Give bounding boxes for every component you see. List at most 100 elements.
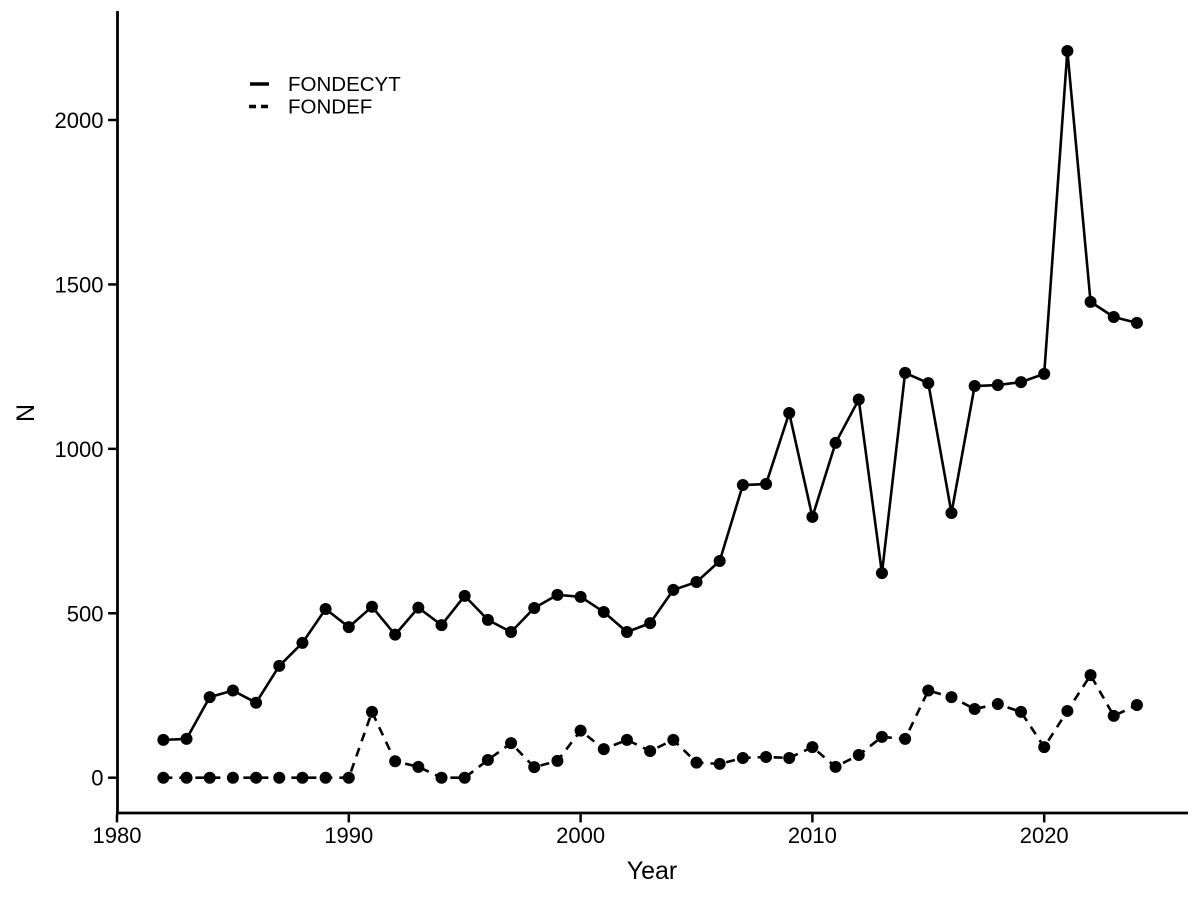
- data-point-fondecyt: [1038, 367, 1051, 380]
- data-point-fondef: [412, 760, 425, 773]
- data-point-fondecyt: [945, 506, 958, 519]
- x-tick-label: 2000: [556, 823, 605, 848]
- data-point-fondecyt: [412, 601, 425, 614]
- x-tick-label: 2020: [1020, 823, 1069, 848]
- data-point-fondecyt: [273, 659, 286, 672]
- data-point-fondecyt: [783, 407, 796, 420]
- data-point-fondef: [968, 702, 981, 715]
- data-point-fondef: [899, 732, 912, 745]
- data-point-fondecyt: [1015, 376, 1028, 389]
- data-point-fondef: [203, 771, 216, 784]
- series-layer: [157, 44, 1143, 784]
- y-tick-label: 0: [91, 766, 103, 791]
- data-point-fondef: [760, 750, 773, 763]
- data-point-fondecyt: [481, 613, 494, 626]
- data-point-fondef: [922, 684, 935, 697]
- data-point-fondef: [1130, 699, 1143, 712]
- x-axis-title: Year: [627, 857, 678, 885]
- data-point-fondef: [852, 749, 865, 762]
- data-point-fondecyt: [991, 379, 1004, 392]
- data-point-fondef: [829, 760, 842, 773]
- data-point-fondecyt: [389, 628, 402, 641]
- tick-layer: 0 500 1000 1500 2000 1980 1990 2000 2010 2020: [55, 108, 1069, 848]
- series-line-fondecyt: [163, 49, 1138, 742]
- data-point-fondef: [806, 741, 819, 754]
- data-point-fondef: [1107, 709, 1120, 722]
- x-tick-label: 1980: [93, 823, 142, 848]
- data-point-fondef: [481, 753, 494, 766]
- data-point-fondef: [458, 771, 471, 784]
- data-point-fondecyt: [365, 600, 378, 613]
- data-point-fondef: [574, 724, 587, 737]
- data-point-fondef: [1061, 704, 1074, 717]
- data-point-fondecyt: [760, 478, 773, 491]
- data-point-fondef: [226, 771, 239, 784]
- data-point-fondef: [667, 733, 680, 746]
- legend-label-fondef: FONDEF: [288, 96, 372, 119]
- data-point-fondef: [342, 771, 355, 784]
- data-point-fondef: [180, 771, 193, 784]
- data-point-fondef: [945, 691, 958, 704]
- data-point-fondecyt: [1107, 310, 1120, 323]
- data-point-fondecyt: [667, 583, 680, 596]
- data-point-fondef: [250, 771, 263, 784]
- data-point-fondecyt: [690, 576, 703, 589]
- data-point-fondef: [1015, 705, 1028, 718]
- y-tick-label: 2000: [55, 108, 104, 133]
- data-point-fondef: [597, 743, 610, 756]
- data-point-fondecyt: [342, 621, 355, 634]
- data-point-fondecyt: [875, 567, 888, 580]
- x-tick-label: 2010: [788, 823, 837, 848]
- data-point-fondef: [620, 733, 633, 746]
- data-point-fondef: [1084, 669, 1097, 682]
- data-point-fondecyt: [1061, 44, 1074, 57]
- data-point-fondef: [1038, 741, 1051, 754]
- data-point-fondef: [551, 754, 564, 767]
- data-point-fondecyt: [829, 436, 842, 449]
- y-tick-label: 1000: [55, 437, 104, 462]
- data-point-fondef: [319, 771, 332, 784]
- data-point-fondecyt: [852, 393, 865, 406]
- series-line-fondef: [163, 673, 1138, 780]
- data-point-fondecyt: [226, 684, 239, 697]
- data-point-fondef: [690, 756, 703, 769]
- y-axis-title: N: [12, 404, 40, 422]
- data-point-fondef: [389, 755, 402, 768]
- data-point-fondecyt: [620, 626, 633, 639]
- data-point-fondef: [296, 771, 309, 784]
- data-point-fondef: [991, 698, 1004, 711]
- data-point-fondef: [505, 737, 518, 750]
- data-point-fondecyt: [505, 626, 518, 639]
- data-point-fondecyt: [806, 510, 819, 523]
- data-point-fondef: [644, 745, 657, 758]
- data-point-fondef: [875, 730, 888, 743]
- data-point-fondecyt: [203, 691, 216, 704]
- data-point-fondecyt: [458, 589, 471, 602]
- data-point-fondecyt: [922, 377, 935, 390]
- data-point-fondecyt: [250, 696, 263, 709]
- data-point-fondecyt: [528, 602, 541, 615]
- data-point-fondecyt: [597, 605, 610, 618]
- data-point-fondef: [273, 771, 286, 784]
- data-point-fondecyt: [574, 590, 587, 603]
- legend: FONDECYT FONDEF: [249, 73, 401, 119]
- data-point-fondef: [783, 751, 796, 764]
- x-tick-label: 1990: [324, 823, 373, 848]
- data-point-fondecyt: [435, 619, 448, 632]
- data-point-fondecyt: [180, 732, 193, 745]
- data-point-fondecyt: [968, 380, 981, 393]
- data-point-fondecyt: [736, 479, 749, 492]
- data-point-fondecyt: [713, 554, 726, 567]
- data-point-fondecyt: [644, 617, 657, 630]
- data-point-fondecyt: [551, 588, 564, 601]
- y-tick-label: 1500: [55, 272, 104, 297]
- data-point-fondef: [365, 705, 378, 718]
- data-point-fondef: [528, 761, 541, 774]
- data-point-fondecyt: [1130, 316, 1143, 329]
- legend-label-fondecyt: FONDECYT: [288, 73, 401, 96]
- data-point-fondecyt: [319, 602, 332, 615]
- data-point-fondecyt: [899, 366, 912, 379]
- data-point-fondef: [736, 751, 749, 764]
